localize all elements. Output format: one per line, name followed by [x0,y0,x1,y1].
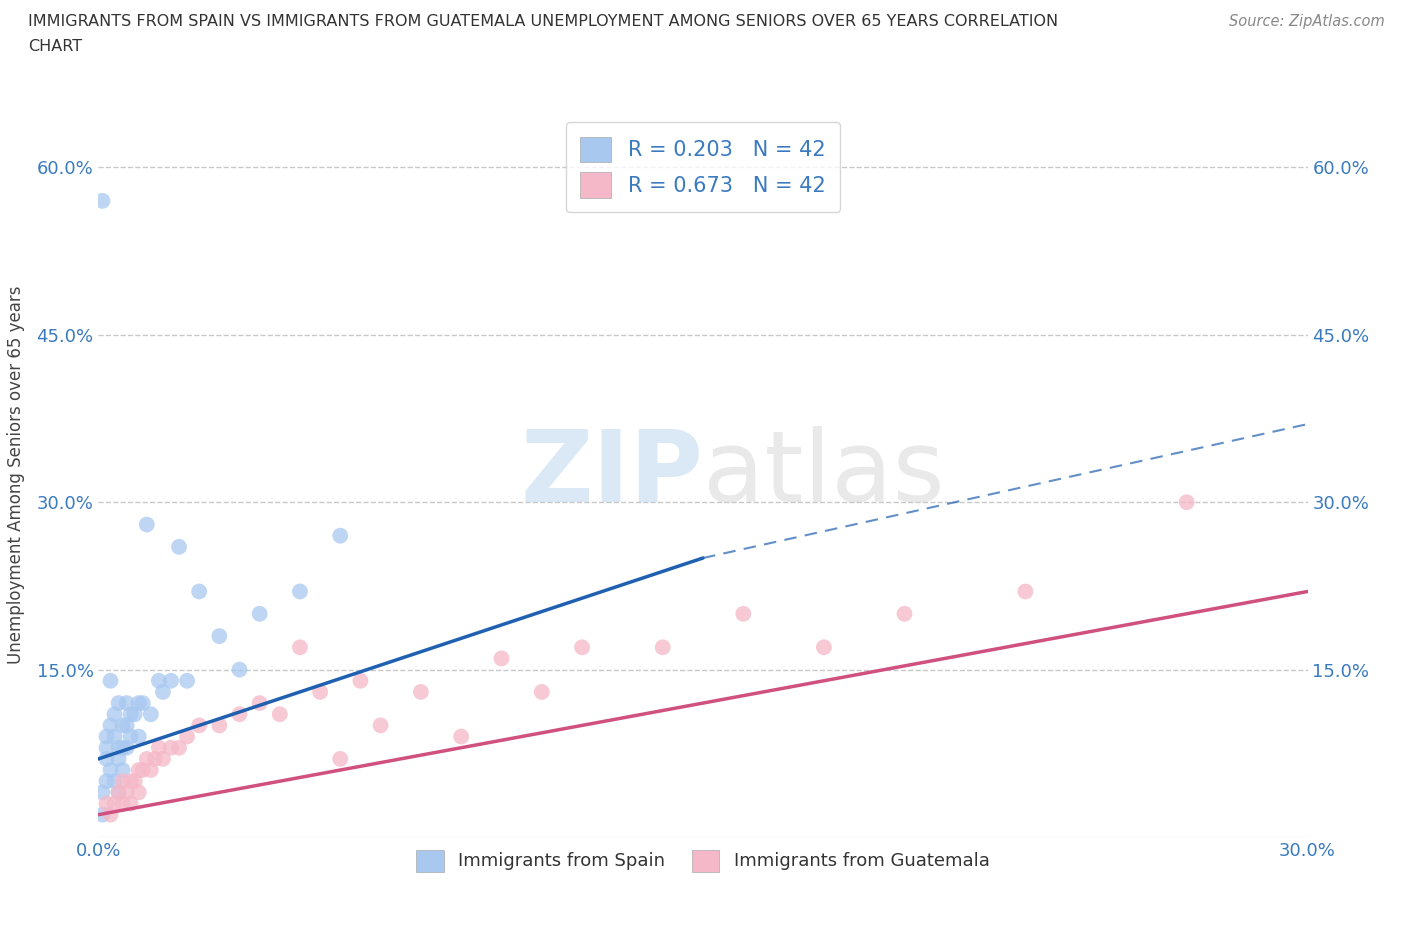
Point [1014,584,1036,599]
Text: IMMIGRANTS FROM SPAIN VS IMMIGRANTS FROM GUATEMALA UNEMPLOYMENT AMONG SENIORS OV: IMMIGRANTS FROM SPAIN VS IMMIGRANTS FROM… [28,14,1059,29]
Point [370,718,392,733]
Point [249,696,271,711]
Point [107,740,129,755]
Point [167,740,190,755]
Point [107,785,129,800]
Point [269,707,291,722]
Point [103,774,125,789]
Point [103,729,125,744]
Point [120,707,142,722]
Point [188,718,211,733]
Point [111,763,134,777]
Point [450,729,472,744]
Point [100,673,122,688]
Text: CHART: CHART [28,39,82,54]
Point [135,751,157,766]
Point [148,673,170,688]
Point [107,785,129,800]
Point [132,763,155,777]
Text: atlas: atlas [703,426,945,523]
Point [115,696,138,711]
Point [571,640,593,655]
Point [124,707,146,722]
Text: Source: ZipAtlas.com: Source: ZipAtlas.com [1229,14,1385,29]
Point [733,606,755,621]
Point [651,640,673,655]
Point [329,751,352,766]
Point [288,640,311,655]
Point [288,584,311,599]
Point [208,629,231,644]
Point [115,740,138,755]
Point [115,785,138,800]
Point [107,751,129,766]
Point [530,684,553,699]
Point [96,740,118,755]
Point [160,740,183,755]
Point [91,807,114,822]
Point [111,740,134,755]
Point [103,707,125,722]
Point [124,774,146,789]
Point [188,584,211,599]
Point [893,606,915,621]
Point [91,193,114,208]
Legend: Immigrants from Spain, Immigrants from Guatemala: Immigrants from Spain, Immigrants from G… [409,843,997,879]
Point [208,718,231,733]
Point [813,640,835,655]
Point [120,796,142,811]
Point [96,751,118,766]
Point [139,707,162,722]
Point [132,696,155,711]
Text: ZIP: ZIP [520,426,703,523]
Point [111,774,134,789]
Point [228,707,250,722]
Point [96,774,118,789]
Point [349,673,371,688]
Point [128,729,150,744]
Point [128,785,150,800]
Point [100,807,122,822]
Point [309,684,332,699]
Point [100,763,122,777]
Point [135,517,157,532]
Point [228,662,250,677]
Point [329,528,352,543]
Point [139,763,162,777]
Point [128,763,150,777]
Point [115,718,138,733]
Point [409,684,432,699]
Point [111,796,134,811]
Point [128,696,150,711]
Point [103,796,125,811]
Point [120,774,142,789]
Point [96,796,118,811]
Point [152,684,174,699]
Y-axis label: Unemployment Among Seniors over 65 years: Unemployment Among Seniors over 65 years [7,286,25,663]
Point [249,606,271,621]
Point [1175,495,1198,510]
Point [120,729,142,744]
Point [111,718,134,733]
Point [491,651,513,666]
Point [107,696,129,711]
Point [100,718,122,733]
Point [176,729,198,744]
Point [96,729,118,744]
Point [148,740,170,755]
Point [91,785,114,800]
Point [167,539,190,554]
Point [176,673,198,688]
Point [143,751,166,766]
Point [160,673,183,688]
Point [152,751,174,766]
